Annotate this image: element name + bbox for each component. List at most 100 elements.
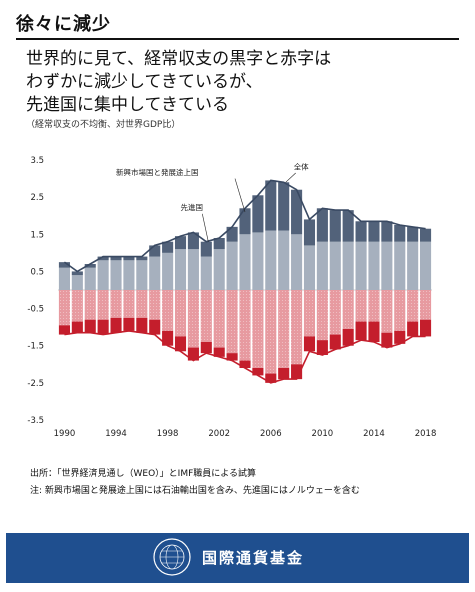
annotation-advanced-leader	[202, 213, 209, 242]
footer-banner: 国際通貨基金	[6, 533, 469, 583]
bar-surplus-advanced	[407, 241, 419, 290]
bar-deficit-advanced-texture	[407, 290, 419, 322]
bar-surplus-advanced	[329, 241, 341, 290]
bar-deficit-advanced-texture	[174, 290, 187, 337]
x-tick-label: 1990	[54, 429, 76, 439]
bar-surplus-emerging	[110, 256, 122, 261]
bar-deficit-emerging	[291, 364, 303, 380]
bar-surplus-advanced	[213, 249, 225, 290]
bar-surplus-emerging	[97, 256, 109, 261]
bar-deficit-advanced-texture	[58, 290, 70, 326]
bar-deficit-advanced-texture	[368, 290, 380, 322]
bar-deficit-emerging	[252, 368, 264, 376]
source-note: 出所：「世界経済見通し（WEO）」とIMF職員による試算	[30, 469, 256, 479]
bar-surplus-advanced	[97, 260, 109, 290]
bar-deficit-advanced-texture	[420, 290, 432, 320]
footnote: 注: 新興市場国と発展途上国には石油輸出国を含み、先進国にはノルウェーを含む	[30, 486, 360, 496]
total-surplus-line	[63, 179, 426, 273]
y-tick-label: -3.5	[27, 416, 44, 426]
bar-deficit-advanced-texture	[123, 290, 135, 318]
bar-surplus-emerging	[162, 241, 174, 253]
bar-surplus-emerging	[136, 256, 148, 261]
annotation-emerging-leader	[234, 178, 246, 213]
bar-surplus-advanced	[149, 256, 161, 290]
annotation-total: 全体	[294, 161, 309, 171]
annotation-emerging: 新興市場国と発展途上国	[116, 167, 199, 177]
bar-deficit-advanced-texture	[136, 290, 148, 318]
y-tick-label: 0.5	[30, 267, 44, 277]
bar-deficit-emerging	[420, 319, 432, 337]
bar-surplus-emerging	[239, 208, 251, 235]
bar-deficit-emerging	[394, 330, 406, 344]
annotation-advanced: 先進国	[181, 202, 204, 212]
heading-rule	[16, 38, 459, 40]
bar-deficit-emerging	[239, 360, 251, 368]
bar-deficit-emerging	[84, 319, 96, 333]
bar-surplus-emerging	[174, 236, 187, 250]
bar-deficit-emerging	[149, 319, 161, 335]
bar-deficit-emerging	[303, 336, 316, 352]
bar-surplus-advanced	[84, 267, 96, 290]
bar-deficit-advanced-texture	[187, 290, 199, 348]
bar-surplus-emerging	[291, 189, 303, 235]
bar-deficit-emerging	[278, 368, 290, 380]
bar-surplus-emerging	[252, 195, 264, 233]
bar-deficit-advanced-texture	[110, 290, 122, 318]
bar-deficit-emerging	[162, 330, 174, 346]
bar-surplus-emerging	[71, 271, 83, 276]
bar-surplus-emerging	[303, 219, 316, 246]
bar-surplus-advanced	[110, 260, 122, 290]
x-tick-label: 1994	[105, 429, 127, 439]
bar-surplus-emerging	[149, 245, 161, 257]
bar-deficit-emerging	[71, 321, 83, 333]
bar-surplus-emerging	[316, 208, 328, 242]
x-tick-label: 2006	[260, 429, 282, 439]
bar-surplus-advanced	[265, 230, 277, 290]
y-tick-label: -0.5	[27, 305, 44, 315]
bar-surplus-emerging	[200, 241, 212, 257]
bar-surplus-advanced	[174, 249, 187, 290]
y-tick-label: -2.5	[27, 379, 44, 389]
bar-surplus-emerging	[381, 221, 393, 242]
bar-deficit-advanced-texture	[265, 290, 277, 374]
bar-surplus-advanced	[200, 256, 212, 290]
bar-surplus-emerging	[394, 225, 406, 242]
x-tick-label: 2010	[312, 429, 334, 439]
x-tick-label: 2002	[208, 429, 230, 439]
y-tick-label: 2.5	[30, 193, 44, 203]
bar-deficit-advanced-texture	[342, 290, 354, 329]
bar-surplus-advanced	[381, 241, 393, 290]
bar-deficit-emerging	[58, 325, 70, 335]
bar-surplus-emerging	[278, 182, 290, 231]
bar-deficit-advanced-texture	[239, 290, 251, 361]
bar-deficit-emerging	[213, 347, 225, 357]
bar-deficit-emerging	[368, 321, 380, 342]
y-tick-label: 3.5	[30, 156, 44, 166]
title-line-2: わずかに減少してきているが、	[26, 72, 263, 92]
bar-deficit-advanced-texture	[200, 290, 212, 342]
bar-surplus-emerging	[368, 221, 380, 242]
bar-deficit-advanced-texture	[226, 290, 238, 354]
bar-deficit-emerging	[316, 340, 328, 355]
y-tick-label: 1.5	[30, 230, 44, 240]
total-deficit-line	[64, 330, 426, 384]
page-heading: 徐々に減少	[16, 14, 111, 35]
bar-deficit-emerging	[355, 321, 367, 341]
bar-deficit-advanced-texture	[355, 290, 367, 322]
bar-surplus-advanced	[58, 267, 70, 290]
chart-subtitle: （経常収支の不均衡、対世界GDP比）	[26, 120, 181, 130]
bar-deficit-advanced-texture	[381, 290, 393, 333]
bar-deficit-emerging	[97, 319, 109, 335]
bar-deficit-emerging	[265, 373, 277, 383]
bar-surplus-advanced	[252, 232, 264, 290]
bar-deficit-emerging	[136, 317, 148, 333]
bar-surplus-advanced	[420, 241, 432, 290]
bar-deficit-advanced-texture	[97, 290, 109, 320]
chart-title: 世界的に見て、経常収支の黒字と赤字は わずかに減少してきているが、 先進国に集中…	[26, 48, 331, 117]
bar-deficit-emerging	[123, 317, 135, 331]
bar-surplus-emerging	[265, 180, 277, 231]
bar-surplus-advanced	[162, 252, 174, 290]
bar-surplus-advanced	[278, 230, 290, 290]
bar-surplus-advanced	[368, 241, 380, 290]
bar-surplus-advanced	[71, 275, 83, 290]
